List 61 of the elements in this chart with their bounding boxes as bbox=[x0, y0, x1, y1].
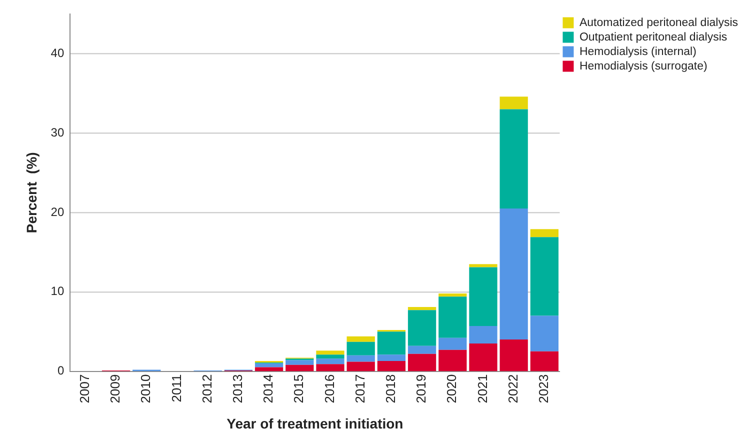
bar bbox=[469, 326, 498, 344]
x-tick-label: 2015 bbox=[291, 374, 306, 404]
y-tick-label: 0 bbox=[57, 364, 64, 378]
bar bbox=[377, 360, 406, 372]
bar bbox=[469, 343, 498, 372]
bar bbox=[346, 336, 375, 342]
x-tick-label: 2017 bbox=[352, 374, 368, 404]
bar bbox=[530, 237, 558, 316]
x-tick-label: 2023 bbox=[536, 374, 551, 404]
bar bbox=[408, 310, 436, 346]
bar bbox=[408, 346, 436, 354]
bar bbox=[530, 229, 558, 238]
x-tick-label: 2018 bbox=[383, 374, 398, 404]
bar bbox=[286, 364, 314, 372]
x-tick-label: 2010 bbox=[138, 374, 154, 404]
bar bbox=[500, 96, 528, 110]
bar bbox=[316, 350, 344, 355]
bar bbox=[408, 306, 436, 310]
bar bbox=[254, 363, 284, 368]
legend-label: Automatized peritoneal dialysis bbox=[579, 16, 738, 29]
x-tick-label: 2016 bbox=[322, 374, 337, 404]
bar bbox=[438, 293, 467, 297]
bar bbox=[500, 340, 528, 372]
legend-label: Outpatient peritoneal dialysis bbox=[579, 31, 728, 44]
bar bbox=[438, 350, 467, 372]
bar bbox=[500, 208, 528, 340]
y-tick-label: 10 bbox=[50, 284, 64, 298]
bar bbox=[316, 364, 344, 372]
x-tick-label: 2011 bbox=[168, 374, 184, 402]
x-tick-label: 2020 bbox=[444, 374, 460, 404]
bar bbox=[346, 342, 375, 356]
y-tick-label: 20 bbox=[50, 204, 64, 219]
bar bbox=[408, 354, 436, 372]
bar bbox=[377, 354, 406, 361]
x-tick-label: 2022 bbox=[505, 374, 520, 404]
bar bbox=[316, 354, 344, 359]
x-tick-label: 2019 bbox=[414, 374, 429, 404]
y-tick-label: 40 bbox=[50, 46, 64, 60]
bar bbox=[530, 351, 558, 372]
x-tick-label: 2013 bbox=[230, 374, 246, 404]
bar bbox=[316, 358, 344, 364]
x-tick-label: 2009 bbox=[108, 374, 123, 404]
x-axis-title: Year of treatment initiation bbox=[226, 415, 404, 432]
bar bbox=[500, 109, 528, 209]
y-axis-title: Percent (%) bbox=[23, 152, 40, 234]
bar bbox=[346, 355, 375, 362]
x-tick-label: 2007 bbox=[77, 374, 92, 404]
x-tick-label: 2014 bbox=[260, 374, 276, 404]
bar bbox=[286, 360, 314, 365]
bar bbox=[438, 338, 467, 350]
bar bbox=[438, 296, 467, 338]
legend-label: Hemodialysis (surrogate) bbox=[579, 60, 708, 72]
bar bbox=[377, 332, 406, 355]
bar bbox=[469, 264, 498, 268]
legend-label: Hemodialysis (internal) bbox=[579, 46, 697, 58]
bar bbox=[469, 267, 498, 326]
y-tick-label: 30 bbox=[50, 125, 64, 140]
x-tick-label: 2021 bbox=[474, 374, 490, 404]
x-tick-label: 2012 bbox=[199, 374, 214, 404]
bar bbox=[530, 316, 558, 352]
bar bbox=[346, 362, 375, 372]
